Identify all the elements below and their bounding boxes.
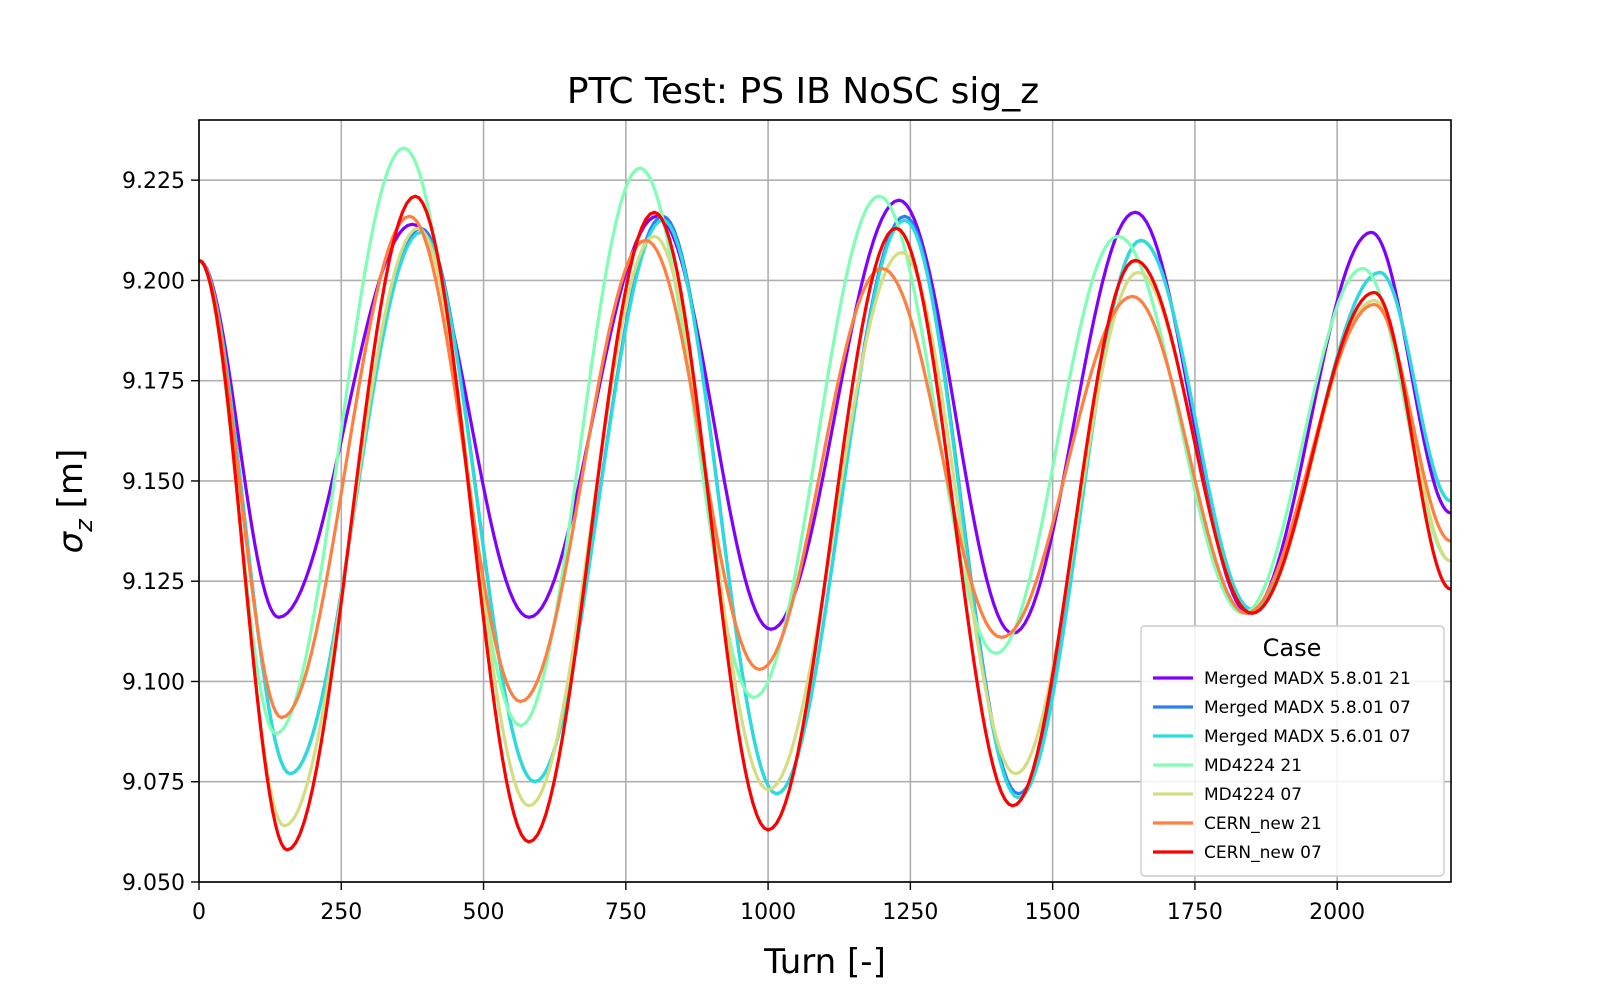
plot-area: 0 250 500 750 1000 1250 1500 1750 2000 9.050 9.07… (122, 119, 1452, 925)
x-tick-label: 250 (320, 900, 362, 925)
y-axis-label-subscript: z (70, 518, 98, 533)
y-axis-label-unit: [m] (51, 449, 91, 519)
chart-title: PTC Test: PS IB NoSC sig_z (567, 71, 1039, 112)
series-line (199, 214, 1451, 720)
y-tick-label: 9.050 (122, 871, 185, 896)
y-tick-label: 9.175 (122, 370, 185, 395)
y-tick-label: 9.225 (122, 169, 185, 194)
series-line (199, 194, 1451, 852)
x-tick-label: 500 (463, 900, 505, 925)
y-axis-ticks: 9.050 9.075 9.100 9.125 9.150 9.175 9.200 9.225 (122, 169, 199, 896)
y-tick-label: 9.150 (122, 470, 185, 495)
y-tick-label: 9.100 (122, 670, 185, 695)
legend-label: Merged MADX 5.8.01 07 (1204, 698, 1411, 718)
plot-frame (198, 119, 1452, 883)
y-axis-label-symbol: σ (51, 530, 91, 553)
x-tick-label: 1750 (1167, 900, 1223, 925)
y-axis-label: σz [m] (51, 449, 98, 554)
series-line (199, 146, 1451, 736)
y-tick-label: 9.200 (122, 269, 185, 294)
legend-label: MD4224 21 (1204, 756, 1302, 776)
x-axis-ticks: 0 250 500 750 1000 1250 1500 1750 2000 (192, 882, 1365, 925)
legend-box (1140, 625, 1445, 877)
legend-label: Merged MADX 5.8.01 21 (1204, 669, 1411, 689)
y-tick-label: 9.075 (122, 771, 185, 796)
y-tick-label: 9.125 (122, 570, 185, 595)
x-tick-label: 1250 (882, 900, 938, 925)
x-tick-label: 1000 (740, 900, 796, 925)
legend-title: Case (1263, 634, 1322, 662)
legend-label: CERN_new 07 (1204, 843, 1322, 863)
x-tick-label: 750 (605, 900, 647, 925)
legend-label: CERN_new 21 (1204, 814, 1322, 834)
x-tick-label: 2000 (1309, 900, 1365, 925)
x-tick-label: 0 (192, 900, 206, 925)
legend-label: MD4224 07 (1204, 785, 1302, 805)
x-tick-label: 1500 (1025, 900, 1081, 925)
legend-items: Merged MADX 5.8.01 21 Merged MADX 5.8.01 … (1153, 669, 1411, 863)
x-axis-label: Turn [-] (763, 942, 886, 982)
legend-label: Merged MADX 5.6.01 07 (1204, 727, 1411, 747)
series-group (199, 146, 1451, 852)
